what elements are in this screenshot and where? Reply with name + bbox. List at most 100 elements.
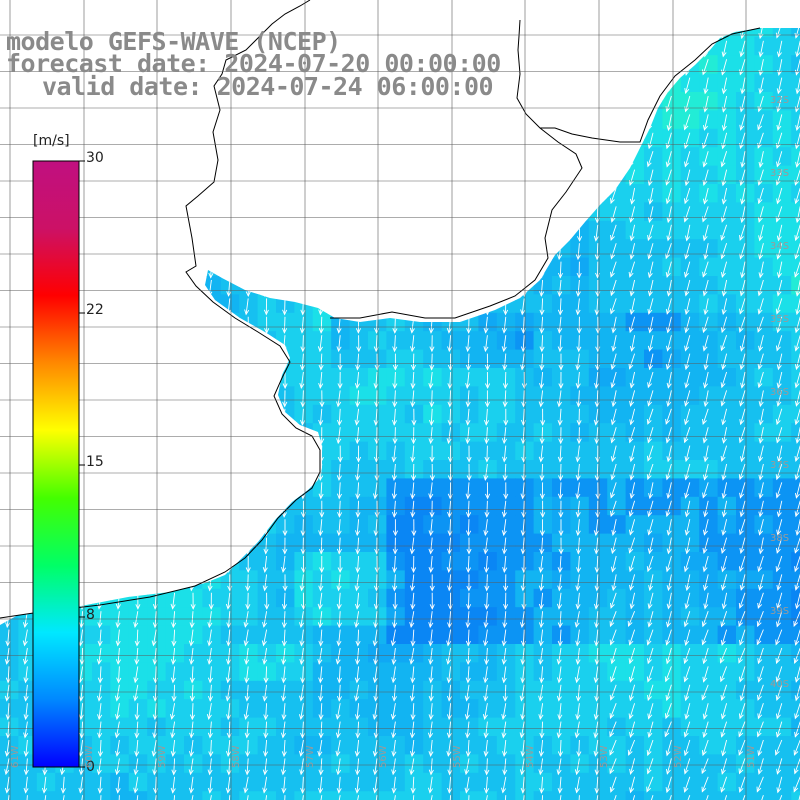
wind-arrow (97, 666, 103, 684)
wind-arrow (702, 795, 709, 800)
wind-arrow (539, 261, 545, 279)
sea-cell (625, 28, 645, 38)
sea-cell (92, 331, 111, 351)
sea-cell (441, 239, 461, 259)
sea-cell (570, 460, 590, 479)
sea-cell (423, 294, 443, 314)
sea-cell (699, 184, 719, 203)
wind-arrow (354, 169, 360, 187)
sea-cell (570, 791, 590, 800)
wind-arrow (646, 555, 654, 573)
wind-arrow (756, 721, 764, 738)
sea-cell (644, 368, 663, 387)
sea-cell (404, 736, 424, 755)
sea-cell (754, 699, 774, 719)
wind-arrow (428, 537, 434, 555)
sea-cell (441, 184, 461, 203)
sea-cell (460, 202, 479, 222)
sea-cell (331, 257, 351, 277)
sea-cell (533, 791, 553, 800)
wind-arrow (501, 519, 507, 537)
sea-cell (791, 184, 800, 203)
wind-arrow (300, 151, 306, 169)
sea-cell (220, 515, 240, 535)
sea-cell (202, 552, 222, 571)
sea-cell (386, 644, 406, 663)
wind-arrow (373, 261, 379, 279)
wind-arrow (611, 335, 617, 352)
sea-cell (368, 276, 387, 295)
sea-cell (680, 478, 700, 498)
wind-arrow (466, 316, 472, 334)
sea-cell (312, 717, 332, 737)
sea-cell (552, 662, 571, 682)
sea-cell (128, 239, 148, 259)
wind-arrow (539, 721, 545, 739)
wind-arrow (647, 169, 654, 187)
sea-cell (478, 736, 498, 755)
wind-arrow (484, 353, 491, 371)
sea-cell (239, 147, 259, 167)
sea-cell (276, 441, 295, 461)
wind-arrow (61, 795, 65, 800)
sea-cell (165, 680, 185, 700)
sea-cell (202, 772, 222, 792)
sea-cell (184, 423, 203, 443)
wind-arrow (628, 519, 636, 536)
wind-arrow (264, 371, 270, 390)
wind-arrow (153, 298, 159, 316)
sea-cell (607, 28, 627, 38)
sea-cell (110, 533, 130, 553)
wind-arrow (392, 592, 398, 610)
wind-arrow (244, 114, 250, 132)
sea-cell (699, 147, 719, 167)
wind-arrow (24, 132, 30, 150)
wind-arrow (610, 482, 617, 499)
sea-cell (533, 699, 553, 719)
wind-arrow (300, 463, 306, 482)
wind-arrow (188, 629, 194, 647)
sea-cell (460, 533, 479, 553)
wind-arrow (6, 463, 12, 482)
wind-arrow (300, 795, 304, 800)
wind-arrow (281, 427, 287, 445)
wind-arrow (98, 224, 104, 242)
wind-arrow (114, 758, 120, 776)
sea-cell (257, 349, 277, 369)
sea-cell (220, 625, 240, 645)
wind-arrow (336, 537, 342, 555)
lon-label-52w: 52W (673, 745, 684, 768)
wind-arrow (629, 187, 636, 205)
sea-cell (625, 625, 645, 645)
sea-cell (570, 625, 590, 645)
sea-cell (312, 165, 332, 185)
wind-arrow (666, 592, 672, 610)
sea-cell (791, 441, 800, 461)
wind-arrow (720, 224, 728, 241)
wind-arrow (684, 519, 691, 536)
wind-arrow (391, 758, 397, 776)
wind-arrow (594, 776, 600, 794)
wind-arrow (337, 298, 343, 316)
sea-cell (276, 680, 295, 700)
wind-arrow (281, 739, 287, 758)
sea-cell (588, 533, 608, 553)
sea-cell (478, 404, 498, 424)
wind-arrow (428, 739, 434, 757)
wind-arrow (409, 537, 415, 555)
sea-cell (184, 791, 203, 800)
sea-cell (754, 165, 774, 185)
sea-cell (570, 202, 590, 222)
wind-arrow (392, 537, 398, 555)
sea-cell (533, 147, 553, 167)
wind-arrow (391, 408, 397, 426)
sea-cell (331, 331, 351, 351)
wind-arrow (134, 703, 140, 721)
sea-cell (478, 680, 498, 700)
wind-arrow (24, 371, 30, 390)
sea-cell (92, 533, 111, 553)
sea-cell (460, 625, 479, 645)
wind-arrow (79, 721, 85, 739)
sea-cell (570, 28, 590, 38)
sea-cell (331, 423, 351, 443)
